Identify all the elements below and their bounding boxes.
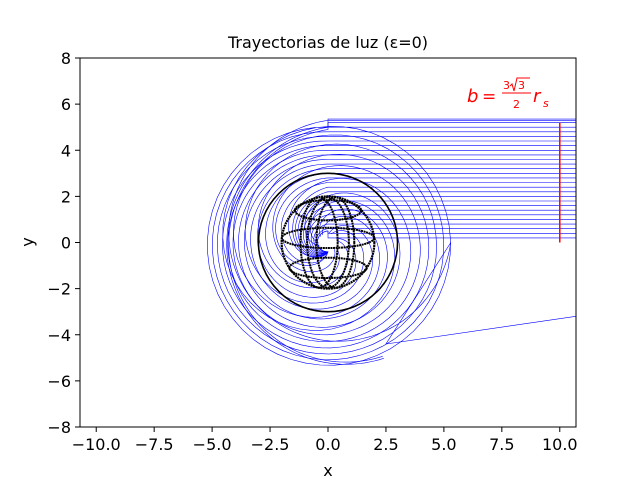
x-tick-label: 7.5: [489, 435, 514, 454]
light-ray: [297, 196, 576, 257]
annotation-r: r: [533, 86, 542, 107]
y-tick-label: −6: [47, 372, 71, 391]
plot-area: [207, 118, 576, 366]
globe-meridian: [306, 196, 350, 289]
light-ray: [226, 120, 576, 365]
escaping-light-ray: [228, 118, 576, 345]
globe-meridian: [315, 196, 356, 289]
light-ray: [207, 126, 576, 366]
light-ray: [308, 214, 576, 254]
light-ray: [227, 145, 576, 342]
annotation-sub-s: s: [543, 97, 549, 110]
globe-meridian: [299, 196, 339, 289]
x-tick-label: −2.5: [251, 435, 290, 454]
annotation-sqrt-3: 3: [518, 79, 525, 92]
x-tick-label: −10.0: [72, 435, 121, 454]
y-tick-label: −2: [47, 280, 71, 299]
annotation-b: b: [467, 86, 478, 107]
annotation-den-2: 2: [513, 98, 520, 111]
y-tick-label: −8: [47, 418, 71, 437]
y-tick-label: −4: [47, 326, 71, 345]
light-ray: [295, 191, 576, 257]
chart-title: Trayectorias de luz (ε=0): [227, 33, 428, 52]
x-tick-label: 10.0: [542, 435, 578, 454]
y-tick-label: 8: [61, 49, 71, 68]
light-ray: [232, 150, 576, 336]
annotation-num-3: 3: [503, 79, 510, 92]
x-tick-label: 2.5: [373, 435, 398, 454]
photon-sphere: [257, 172, 399, 313]
globe-parallel: [293, 199, 363, 222]
globe-parallel: [288, 256, 368, 280]
x-tick-label: −7.5: [135, 435, 174, 454]
x-tick-label: 5.0: [431, 435, 456, 454]
light-ray: [250, 163, 576, 310]
impact-parameter-annotation: b = 3 3 2 r s: [467, 77, 549, 111]
light-ray: [300, 200, 576, 256]
light-ray: [275, 177, 576, 266]
x-tick-label: 0.0: [315, 435, 340, 454]
annotation-equals: =: [482, 87, 496, 107]
light-ray: [217, 136, 576, 355]
y-axis-label: y: [18, 237, 37, 246]
globe-parallel: [280, 226, 376, 250]
y-tick-label: 2: [61, 187, 71, 206]
light-ray: [238, 154, 576, 328]
y-tick-label: 6: [61, 95, 71, 114]
light-ray: [305, 209, 576, 255]
y-tick-label: 4: [61, 141, 71, 160]
annotation-sqrt-sign: [509, 77, 530, 92]
x-tick-label: −5.0: [193, 435, 232, 454]
light-ray: [228, 122, 576, 363]
light-ray: [212, 131, 576, 361]
axes: −10.0 −7.5 −5.0 −2.5 0.0 2.5 5.0 7.5 10.0 −8 −6 −4 −…: [47, 49, 577, 454]
x-axis-label: x: [323, 461, 332, 480]
y-tick-label: 0: [61, 234, 71, 253]
